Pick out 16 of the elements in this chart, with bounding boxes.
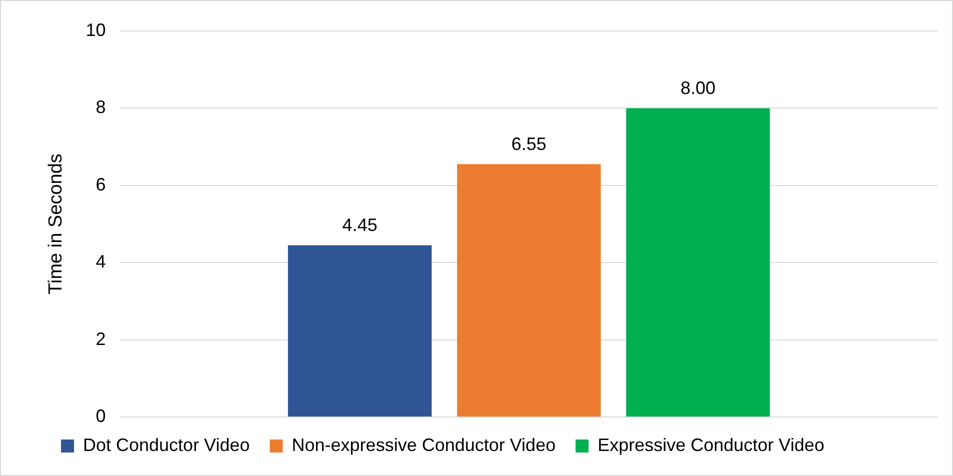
- bar: [288, 245, 432, 416]
- bar: [626, 108, 770, 416]
- bar: [457, 164, 601, 416]
- y-tick-label: 8: [96, 97, 106, 118]
- y-tick-label: 6: [96, 174, 106, 194]
- data-label: 4.45: [342, 215, 378, 236]
- y-axis-title: Time in Seconds: [46, 154, 67, 294]
- y-tick-label: 4: [96, 252, 106, 272]
- data-label: 6.55: [511, 134, 546, 154]
- legend-label: Dot Conductor Video: [83, 434, 250, 455]
- data-label: 8.00: [680, 78, 716, 98]
- y-tick-label: 10: [86, 20, 106, 40]
- legend-label: Non-expressive Conductor Video: [292, 434, 556, 455]
- y-tick-label: 0: [96, 406, 106, 426]
- legend-label: Expressive Conductor Video: [598, 434, 824, 455]
- y-tick-label: 2: [96, 328, 106, 349]
